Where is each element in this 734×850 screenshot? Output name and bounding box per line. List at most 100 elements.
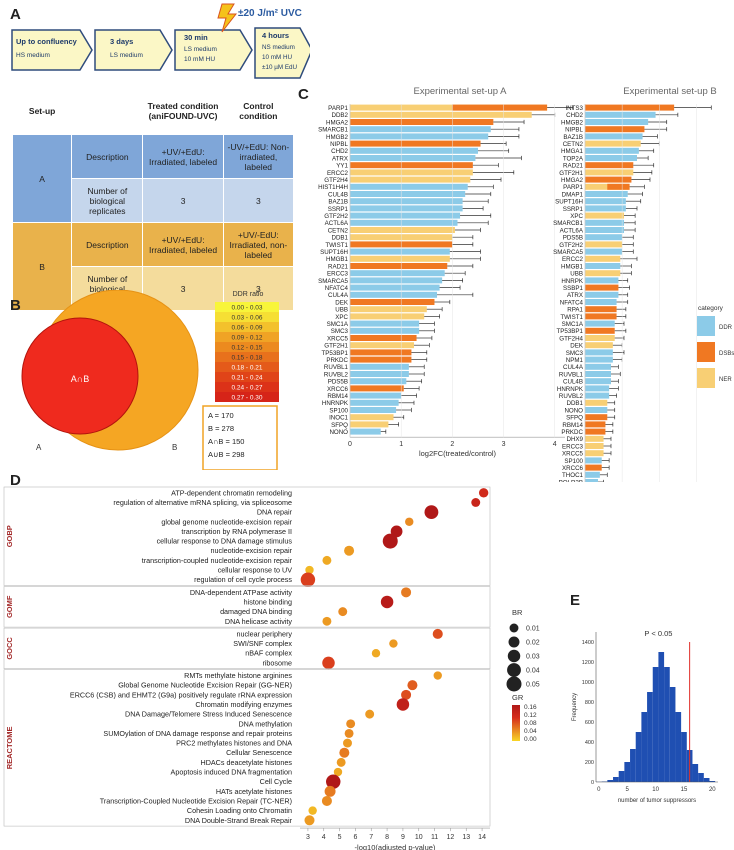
category-label: RBM14 xyxy=(327,393,348,400)
category-label: GTF2H1 xyxy=(559,170,583,177)
timeline-step-4: 4 hours NS medium 10 mM HU ±10 µM EdU xyxy=(254,27,310,79)
category-label: ERCC3 xyxy=(562,443,584,450)
bar xyxy=(350,191,466,197)
histogram-bar xyxy=(709,781,716,782)
setup-a-rep-treated: 3 xyxy=(142,178,224,223)
enrichment-dot xyxy=(433,671,442,680)
bar xyxy=(350,407,397,413)
bar xyxy=(350,126,491,133)
panel-letter-e: E xyxy=(570,592,581,609)
bar xyxy=(585,320,615,327)
category-label: HMGA2 xyxy=(326,119,349,126)
ddr-bin-swatch xyxy=(215,352,279,362)
setup-a-label: A xyxy=(11,134,73,223)
bar xyxy=(585,263,621,269)
bar xyxy=(350,421,389,428)
x-tick-label: 6 xyxy=(353,834,357,841)
bar xyxy=(350,111,532,118)
setup-a-rep-control: 3 xyxy=(222,178,295,223)
histogram-bar xyxy=(698,773,704,782)
y-tick-label: 1200 xyxy=(582,660,594,666)
histogram-bar xyxy=(681,732,687,782)
histogram-bar xyxy=(635,732,642,782)
bar-overlay xyxy=(452,104,548,111)
term-label: global genome nucleotide-excision repair xyxy=(161,517,292,526)
category-label: TWIST1 xyxy=(560,314,583,321)
enrichment-dot xyxy=(346,719,356,729)
ddr-bin-label: 0.09 - 0.12 xyxy=(231,335,262,342)
bar xyxy=(350,198,463,205)
bar xyxy=(350,248,450,255)
term-label: Apoptosis induced DNA fragmentation xyxy=(171,768,292,777)
ddr-bin-swatch xyxy=(215,382,279,392)
x-tick-label: 4 xyxy=(553,441,557,448)
category-label: HIST1H4H xyxy=(318,184,348,191)
category-label: CUL4A xyxy=(563,364,584,371)
header-treated: Treated condition (aniFOUND-UVC) xyxy=(142,86,224,135)
bar xyxy=(585,133,643,140)
bar xyxy=(585,443,604,449)
bar xyxy=(585,399,608,406)
x-axis-label: number of tumor suppressors xyxy=(618,798,696,804)
term-label: ATP-dependent chromatin remodeling xyxy=(171,488,292,497)
category-label: SMC3 xyxy=(566,350,584,357)
category-label: XRCC5 xyxy=(327,335,349,342)
bar xyxy=(350,169,473,176)
category-label: RUVBL1 xyxy=(324,364,349,371)
term-label: DNA helicase activity xyxy=(225,617,293,626)
bar xyxy=(585,155,637,161)
enrichment-dotplot: ATP-dependent chromatin remodelingregula… xyxy=(3,486,491,850)
bar xyxy=(585,457,602,464)
group-box xyxy=(3,586,491,628)
category-label: RUVBL1 xyxy=(559,371,584,378)
histogram-bar xyxy=(692,764,699,782)
category-label: ACTL6A xyxy=(560,227,584,234)
br-legend-label: 0.05 xyxy=(526,682,540,689)
term-label: DNA repair xyxy=(257,508,293,517)
category-label: SMARCB1 xyxy=(553,220,583,227)
group-label: GOCC xyxy=(5,637,14,660)
category-label: SP100 xyxy=(564,458,583,465)
legend-swatch xyxy=(697,316,715,336)
term-label: transcription by RNA polymerase II xyxy=(181,527,292,536)
bar xyxy=(350,255,450,262)
venn-stat-intersect: A∩B = 150 xyxy=(208,437,244,446)
category-label: HMGA2 xyxy=(561,177,584,184)
histogram-bar xyxy=(641,712,648,782)
bar xyxy=(585,270,621,277)
enrichment-dot xyxy=(322,555,332,565)
br-legend-dot xyxy=(509,623,519,633)
x-tick-label: 15 xyxy=(681,787,688,793)
ddr-bin-label: 0.15 - 0.18 xyxy=(231,355,262,362)
bar xyxy=(585,450,604,457)
category-label: SFPQ xyxy=(566,415,583,422)
venn-stat-a: A = 170 xyxy=(208,411,234,420)
bar xyxy=(585,378,611,385)
panel-letter-c: C xyxy=(298,86,309,103)
category-label: RUVBL2 xyxy=(559,393,584,400)
setup-b-desc-control: +UV/-EdU: Irradiated, non-labeled xyxy=(222,222,295,267)
histogram-bar xyxy=(607,780,614,782)
term-label: SWI/SNF complex xyxy=(233,639,292,648)
category-label: NIPBL xyxy=(330,141,348,148)
ddr-bin-label: 0.21 - 0.24 xyxy=(231,375,262,382)
bar xyxy=(350,205,463,212)
bar xyxy=(350,342,414,349)
bar xyxy=(585,479,598,482)
br-legend-dot xyxy=(508,636,520,648)
step-4-line-1: NS medium xyxy=(262,44,295,51)
bar xyxy=(350,155,476,161)
bar xyxy=(585,327,615,334)
bar xyxy=(585,313,617,320)
ddr-bin-swatch xyxy=(215,372,279,382)
bar xyxy=(350,183,468,190)
term-label: HATs acetylate histones xyxy=(216,787,293,796)
bar xyxy=(585,392,610,399)
y-tick-label: 400 xyxy=(585,740,594,746)
bar xyxy=(585,464,602,471)
category-label: SSRP1 xyxy=(563,206,584,213)
br-legend-dot xyxy=(507,649,521,663)
uvc-label: ±20 J/m² UVC xyxy=(238,8,302,19)
category-label: DEK xyxy=(335,299,349,306)
bar xyxy=(350,162,473,169)
